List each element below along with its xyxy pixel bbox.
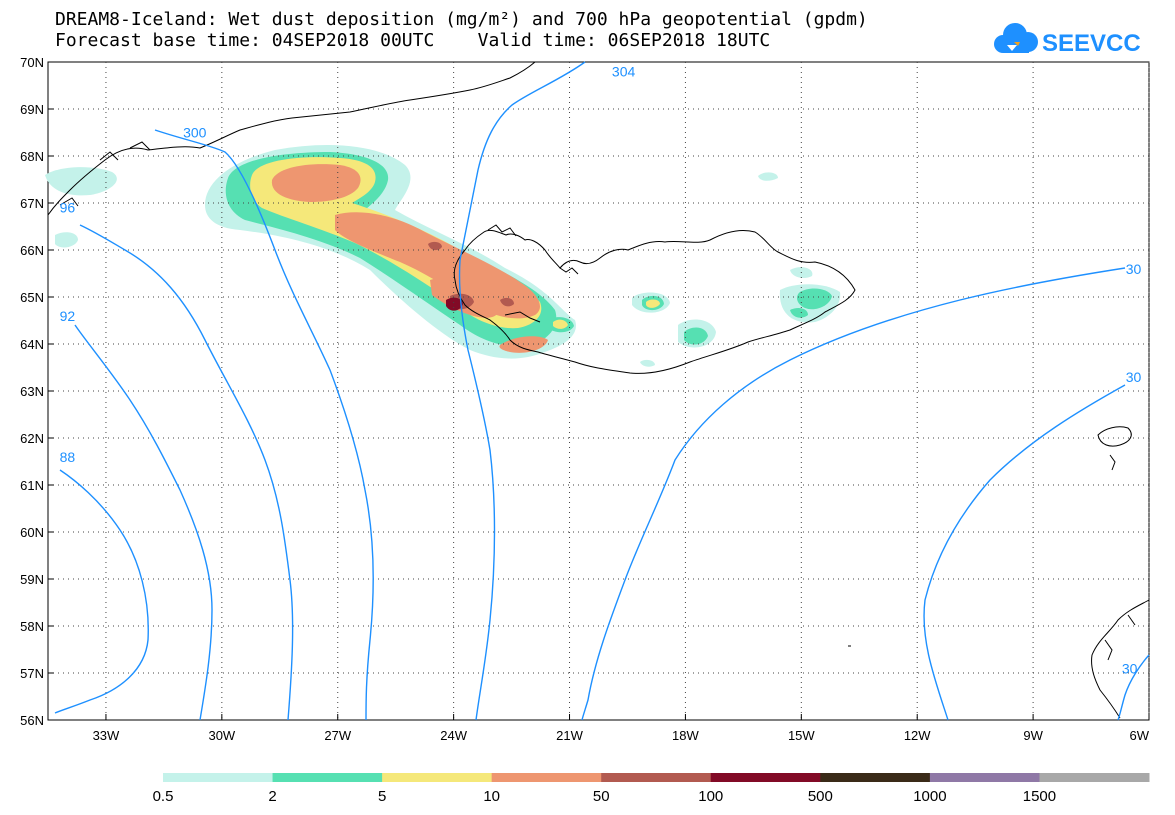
graticule (48, 62, 1150, 720)
x-tick-label: 30W (208, 728, 235, 743)
y-tick-label: 61N (20, 478, 44, 493)
x-tick-label: 12W (904, 728, 931, 743)
faroe-coast (1097, 426, 1132, 447)
legend-swatch-8 (1039, 773, 1150, 782)
legend-label: 1000 (913, 788, 946, 805)
x-tick-label: 18W (672, 728, 699, 743)
x-tick-label: 9W (1023, 728, 1043, 743)
contour-312 (1117, 654, 1150, 721)
y-tick-label: 65N (20, 290, 44, 305)
legend-swatch-5 (710, 773, 821, 782)
y-tick-label: 70N (20, 55, 44, 70)
dust-deposition-field (45, 145, 841, 367)
x-tick-label: 27W (324, 728, 351, 743)
contour-308 (923, 384, 1126, 721)
x-tick-label: 21W (556, 728, 583, 743)
y-tick-label: 66N (20, 243, 44, 258)
legend-label: 2 (268, 788, 276, 805)
contour-label: 304 (612, 63, 636, 79)
title-line-1: DREAM8-Iceland: Wet dust deposition (mg/… (55, 9, 868, 30)
y-tick-label: 63N (20, 384, 44, 399)
legend-swatch-0 (163, 773, 274, 782)
y-tick-label: 57N (20, 666, 44, 681)
contour-label: 92 (60, 308, 76, 324)
legend-swatch-6 (820, 773, 931, 782)
cloud-icon (994, 23, 1038, 53)
x-tick-label: 6W (1130, 728, 1150, 743)
iceland-coast (453, 229, 856, 374)
legend-swatch-3 (491, 773, 602, 782)
contour-304 (458, 61, 586, 721)
legend-label: 50 (593, 788, 610, 805)
greenland-coast (47, 61, 536, 216)
y-tick-label: 67N (20, 196, 44, 211)
legend-swatch-7 (929, 773, 1040, 782)
colorbar-legend: 0.5 2 5 10 50 100 500 1000 1500 (153, 773, 1150, 805)
legend-label: 500 (808, 788, 833, 805)
y-tick-label: 62N (20, 431, 44, 446)
legend-swatch-1 (272, 773, 383, 782)
y-tick-label: 56N (20, 713, 44, 728)
contour-labels: 304 300 96 92 88 30 30 30 (60, 63, 1142, 676)
coastlines (47, 61, 1150, 719)
contour-296 (79, 224, 294, 721)
contour-300 (154, 129, 374, 721)
legend-label: 10 (483, 788, 500, 805)
dust-band-50 (428, 241, 442, 251)
x-tick-label: 33W (93, 728, 120, 743)
scotland-coast (1091, 599, 1150, 719)
x-tick-label: 15W (788, 728, 815, 743)
legend-label: 0.5 (153, 788, 174, 805)
y-tick-label: 59N (20, 572, 44, 587)
logo-text: SEEVCCC (1042, 30, 1140, 57)
axis-tick-labels: 33W 30W 27W 24W 21W 18W 15W 12W 9W 6W 70N 69N 68N 67N… (20, 55, 1150, 743)
contour-288 (54, 469, 149, 714)
contour-304-east (581, 267, 1126, 721)
y-tick-label: 64N (20, 337, 44, 352)
contour-label: 300 (183, 125, 207, 141)
dust-band-100 (446, 297, 463, 311)
contour-label: 30 (1122, 660, 1138, 676)
contour-label: 30 (1126, 369, 1142, 385)
x-tick-label: 24W (440, 728, 467, 743)
legend-label: 100 (698, 788, 723, 805)
title-line-2: Forecast base time: 04SEP2018 00UTC Vali… (55, 30, 771, 51)
y-tick-label: 68N (20, 149, 44, 164)
seevccc-logo: SEEVCCC (994, 23, 1140, 57)
contour-label: 30 (1126, 261, 1142, 277)
geopotential-contours (54, 61, 1150, 721)
y-tick-label: 69N (20, 102, 44, 117)
legend-swatch-4 (601, 773, 712, 782)
contour-292 (74, 324, 213, 721)
legend-label: 1500 (1023, 788, 1056, 805)
dust-band-10 (271, 164, 361, 202)
contour-label: 88 (60, 449, 76, 465)
legend-label: 5 (378, 788, 386, 805)
y-tick-label: 60N (20, 525, 44, 540)
contour-label: 96 (60, 200, 76, 216)
y-tick-label: 58N (20, 619, 44, 634)
legend-swatch-2 (382, 773, 493, 782)
